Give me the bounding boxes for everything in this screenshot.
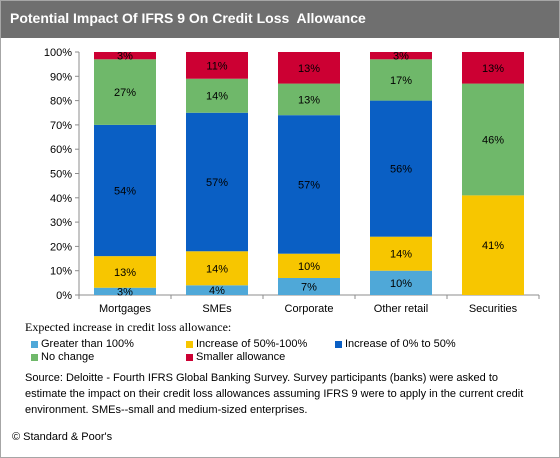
legend-swatch [31,340,38,348]
legend-item: Increase of 50%-100% [186,338,307,350]
data-label: 3% [117,51,133,63]
data-label: 46% [482,134,504,146]
y-tick-label: 30% [50,217,72,229]
data-label: 17% [390,75,412,87]
x-tick-label: Securities [469,303,518,315]
chart-title: Potential Impact Of IFRS 9 On Credit Los… [10,10,366,26]
stacked-bar-chart: 0% 10% 20% 30% 40% 50% 60% 70% 80% 90% 100% 3% 13% 54… [44,47,540,315]
y-tick-label: 60% [50,144,72,156]
legend-item: No change [31,351,94,363]
legend-label: Increase of 50%-100% [196,338,308,350]
data-label: 27% [114,87,136,99]
source-note: Source: Deloitte - Fourth IFRS Global Ba… [25,372,524,416]
legend-item: Increase of 0% to 50% [335,338,456,350]
legend-swatch [186,353,193,361]
y-tick-label: 80% [50,96,72,108]
bar-segment [278,253,340,278]
copyright: © Standard & Poor's [12,431,113,443]
data-label: 7% [301,281,317,293]
bar-segment [94,59,156,125]
bar-segment [94,124,156,257]
legend-label: Increase of 0% to 50% [345,338,456,350]
bar-segment [462,195,524,295]
y-tick-label: 40% [50,193,72,205]
x-tick-label: SMEs [202,303,232,315]
y-tick-label: 10% [50,266,72,278]
bar-segment [462,52,524,84]
bar-segment [370,270,432,295]
y-tick-label: 50% [50,169,72,181]
data-label: 11% [206,60,227,72]
x-tick-label: Mortgages [99,303,151,315]
data-label: 57% [206,177,228,189]
legend-item: Greater than 100% [31,338,134,350]
bar-segment [278,277,340,295]
bar-segment [370,236,432,271]
bar-segment [370,59,432,101]
data-label: 10% [390,278,412,290]
y-tick-label: 90% [50,71,72,83]
bar-segment [370,52,432,60]
bar-segment [94,256,156,288]
data-label: 3% [117,286,133,298]
data-label: 14% [390,249,412,261]
bar-segment [186,112,248,252]
y-tick-label: 70% [50,120,72,132]
legend-title: Expected increase in credit loss allowan… [25,320,232,334]
bar-segment [278,115,340,254]
data-label: 54% [114,186,136,198]
data-label: 13% [482,63,504,75]
legend-label: Smaller allowance [196,351,286,363]
bar-segment [186,78,248,113]
data-label: 14% [206,91,228,103]
bar-segment [278,83,340,116]
data-label: 14% [206,263,228,275]
bar-segment [186,285,248,295]
data-label: 13% [298,94,320,106]
x-tick-label: Other retail [374,303,428,315]
data-label: 57% [298,179,320,191]
bar-segment [186,52,248,79]
bar-segment [94,52,156,60]
bar-segment [94,287,156,295]
legend-swatch [335,340,342,348]
y-tick-label: 20% [50,241,72,253]
bar-segment [186,251,248,286]
x-tick-label: Corporate [285,303,334,315]
legend-swatch [31,353,38,361]
legend-swatch [186,340,193,348]
title-bar: Potential Impact Of IFRS 9 On Credit Los… [1,1,559,38]
data-label: 56% [390,164,412,176]
data-label: 41% [482,240,504,252]
bar-segment [278,52,340,84]
data-label: 4% [209,285,225,297]
legend-item: Smaller allowance [186,351,285,363]
data-label: 13% [114,267,136,279]
bar-segment [370,100,432,237]
data-label: 13% [298,63,320,75]
legend-label: No change [41,351,95,363]
data-label: 10% [298,261,320,273]
legend-label: Greater than 100% [41,338,134,350]
bar-segment [462,83,524,196]
y-tick-label: 100% [44,47,72,59]
data-label: 3% [393,51,409,63]
y-tick-label: 0% [56,290,72,302]
